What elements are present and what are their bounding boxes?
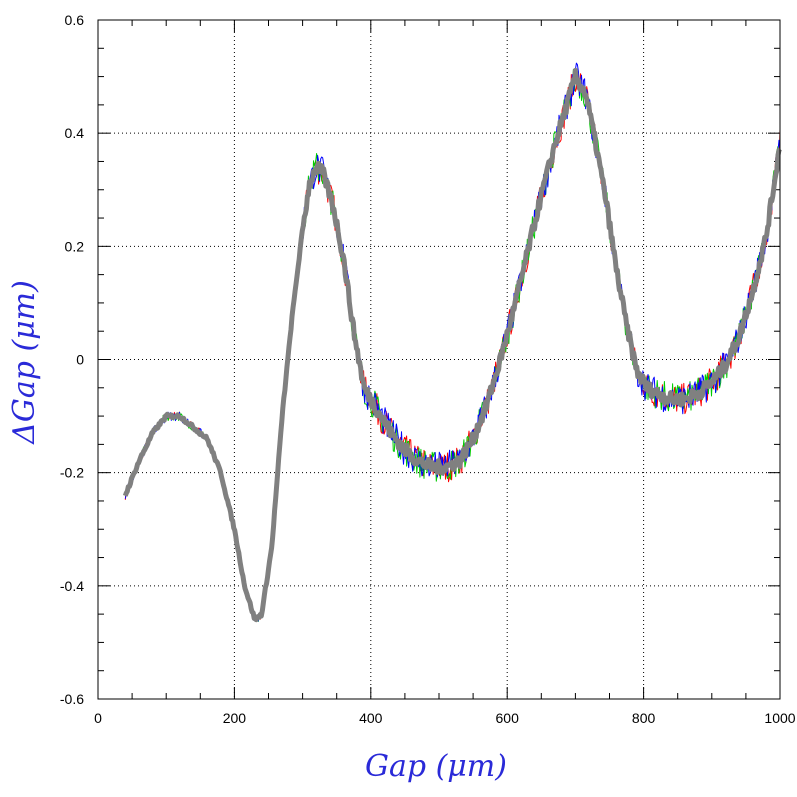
y-tick-label: 0.4 xyxy=(65,125,85,141)
x-tick-label: 200 xyxy=(223,710,247,726)
y-axis-title: ΔGap (μm) xyxy=(7,280,42,445)
grid xyxy=(98,20,780,699)
trace-green xyxy=(125,68,781,622)
y-tick-label: 0.6 xyxy=(65,12,85,28)
x-tick-label: 400 xyxy=(359,710,383,726)
x-tick-label: 600 xyxy=(496,710,520,726)
x-tick-label: 800 xyxy=(632,710,656,726)
trace-red xyxy=(124,71,781,622)
tick-labels: 0 200 400 600 800 1000 -0.6 -0.4 -0.2 0 0.2 0.4 0.6 xyxy=(60,12,796,726)
plot-frame xyxy=(97,19,781,700)
y-tick-label: -0.6 xyxy=(60,691,84,707)
y-tick-label: 0.2 xyxy=(65,238,85,254)
x-tick-label: 0 xyxy=(94,710,102,726)
x-tick-label: 1000 xyxy=(764,710,795,726)
x-axis-title: Gap (μm) xyxy=(365,749,507,784)
series-group xyxy=(122,62,782,623)
y-tick-label: 0 xyxy=(76,352,84,368)
y-tick-label: -0.4 xyxy=(60,578,84,594)
trace-blue xyxy=(124,62,781,622)
y-tick-label: -0.2 xyxy=(60,465,84,481)
trace-gray xyxy=(122,67,782,623)
